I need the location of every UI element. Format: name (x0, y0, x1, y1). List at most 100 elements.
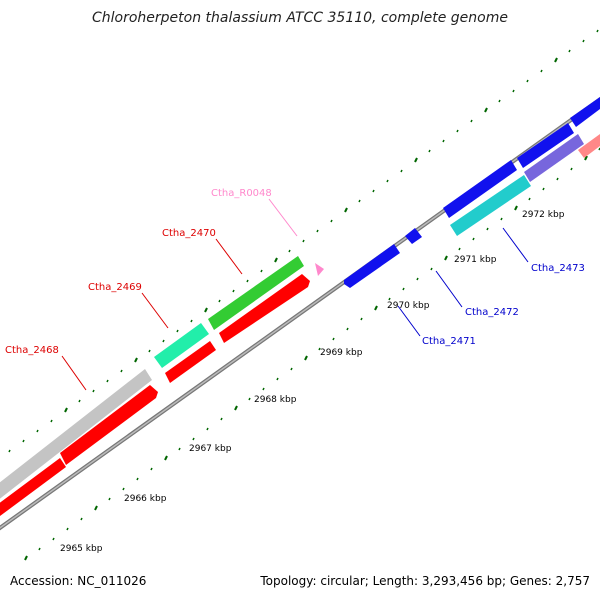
outer-tick (554, 57, 558, 63)
outer-tick (512, 89, 515, 93)
gene-label-ctha-2471[interactable]: Ctha_2471 (422, 336, 476, 347)
gene-label-ctha-2469[interactable]: Ctha_2469 (88, 282, 142, 293)
outer-tick (344, 207, 348, 213)
inner-tick (164, 455, 168, 461)
inner-tick (388, 297, 391, 301)
inner-tick (430, 267, 433, 271)
label-leader-line (435, 270, 463, 308)
gene-label-ctha-2468[interactable]: Ctha_2468 (5, 345, 59, 356)
gene-label-ctha-2470[interactable]: Ctha_2470 (162, 228, 216, 239)
label-leader-line (215, 238, 243, 275)
tick-label: 2968 kbp (254, 395, 297, 405)
inner-tick (500, 217, 503, 221)
outer-tick (358, 199, 361, 203)
gene-ctha-r0048[interactable] (315, 263, 324, 276)
inner-tick (374, 305, 378, 311)
gene-label-ctha-r0048[interactable]: Ctha_R0048 (211, 188, 272, 199)
inner-tick (542, 187, 545, 191)
outer-tick-marks (8, 29, 599, 453)
gene-blue-upper-2[interactable] (517, 123, 574, 168)
backbone (0, 96, 600, 531)
inner-tick-marks (24, 147, 600, 561)
gene-blue-upper-3[interactable] (570, 97, 600, 127)
inner-tick (192, 437, 195, 441)
inner-tick (304, 355, 308, 361)
outer-tick (316, 229, 319, 233)
outer-tick (498, 99, 501, 103)
label-leader-line (502, 227, 529, 263)
tick-label: 2970 kbp (387, 301, 430, 311)
tick-label: 2966 kbp (124, 494, 167, 504)
outer-tick (442, 139, 445, 143)
gene-salmon[interactable] (578, 134, 600, 158)
outer-tick (246, 279, 249, 283)
outer-tick (204, 307, 208, 313)
gene-ctha-2468-red[interactable] (0, 458, 66, 519)
outer-tick (596, 29, 599, 33)
outer-tick (372, 189, 375, 193)
outer-tick (526, 79, 529, 83)
outer-tick (582, 39, 585, 43)
inner-tick (402, 287, 405, 291)
gene-label-ctha-2473[interactable]: Ctha_2473 (531, 263, 585, 274)
outer-tick (456, 129, 459, 133)
outer-tick (78, 399, 81, 403)
inner-tick (444, 255, 448, 261)
inner-tick (458, 247, 461, 251)
gene-purple[interactable] (524, 134, 584, 182)
inner-tick (486, 227, 489, 231)
inner-tick (514, 205, 518, 211)
gene-ctha-2469-red[interactable] (165, 341, 216, 383)
outer-tick (22, 439, 25, 443)
inner-tick (108, 497, 111, 501)
gene-ctha-2470-green[interactable] (208, 256, 304, 330)
gene-blue-upper-1[interactable] (443, 160, 517, 218)
outer-tick (134, 357, 138, 363)
tick-label: 2971 kbp (454, 255, 497, 265)
inner-tick (318, 347, 321, 351)
outer-tick (330, 219, 333, 223)
label-leader-line (141, 292, 169, 329)
gene-label-ctha-2472[interactable]: Ctha_2472 (465, 307, 519, 318)
inner-tick (66, 527, 69, 531)
inner-tick (290, 367, 293, 371)
gene-red-2[interactable] (60, 385, 158, 465)
inner-tick (234, 405, 238, 411)
gene-ctha-2468-grey[interactable] (0, 369, 152, 501)
gene-ctha-2473[interactable] (450, 175, 531, 236)
outer-tick (64, 407, 68, 413)
label-leader-line (268, 198, 298, 237)
outer-tick (190, 319, 193, 323)
genome-summary: Topology: circular; Length: 3,293,456 bp… (260, 574, 590, 588)
outer-tick (540, 69, 543, 73)
label-leader-line (397, 305, 421, 337)
gene-ctha-2472[interactable] (405, 228, 422, 244)
outer-tick (288, 249, 291, 253)
outer-tick (50, 419, 53, 423)
tick-label: 2972 kbp (522, 210, 565, 220)
inner-tick (416, 277, 419, 281)
outer-tick (92, 389, 95, 393)
gene-ctha-2469-teal[interactable] (154, 323, 209, 368)
inner-tick (24, 555, 28, 561)
inner-tick (122, 487, 125, 491)
gene-ctha-2471[interactable] (344, 244, 400, 288)
inner-tick (52, 537, 55, 541)
inner-tick (136, 477, 139, 481)
outer-tick (8, 449, 11, 453)
outer-tick (302, 239, 305, 243)
gene-ctha-2470-red[interactable] (219, 274, 310, 343)
inner-tick (150, 467, 153, 471)
outer-tick (428, 149, 431, 153)
outer-tick (568, 49, 571, 53)
inner-tick (528, 197, 531, 201)
tick-label: 2967 kbp (189, 444, 232, 454)
inner-tick (556, 177, 559, 181)
outer-tick (176, 329, 179, 333)
inner-tick (220, 417, 223, 421)
inner-tick (80, 517, 83, 521)
inner-tick (38, 547, 41, 551)
inner-tick (472, 237, 475, 241)
outer-tick (260, 269, 263, 273)
tick-label: 2969 kbp (320, 348, 363, 358)
